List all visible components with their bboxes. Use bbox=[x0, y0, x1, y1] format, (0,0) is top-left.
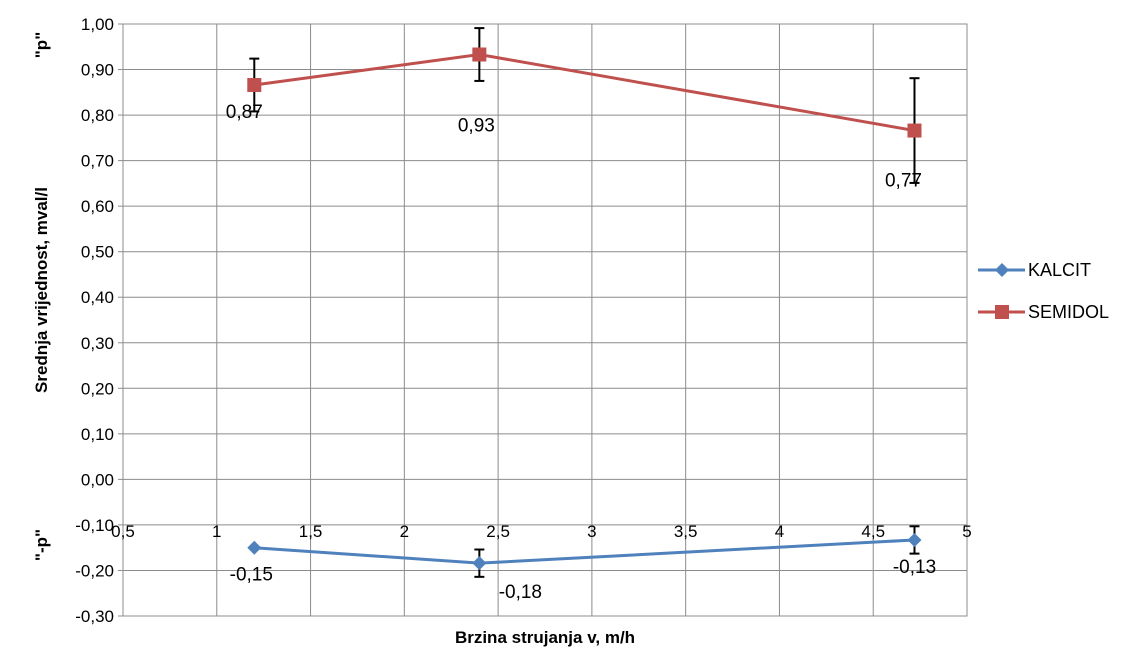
x-tick-labels: 0,5 1 1,5 2 2,5 3 3,5 4 4,5 5 bbox=[111, 522, 972, 541]
x-axis-title: Brzina strujanja v, m/h bbox=[455, 628, 635, 647]
plot-border bbox=[122, 23, 968, 617]
x-tick-label: 1 bbox=[212, 522, 221, 541]
series-layer: -0,15 -0,18 -0,13 0,87 0,93 0,77 bbox=[226, 27, 936, 603]
y-axis-title-top: "p" bbox=[32, 32, 51, 59]
legend-label: KALCIT bbox=[1028, 260, 1091, 280]
y-tick-label: 1,00 bbox=[81, 15, 114, 34]
x-tick-label: 0,5 bbox=[111, 522, 135, 541]
y-tick-label: 0,90 bbox=[81, 61, 114, 80]
y-tick-label: 0,50 bbox=[81, 243, 114, 262]
series-line bbox=[254, 538, 915, 565]
x-tick-label: 1,5 bbox=[299, 522, 323, 541]
x-tick-label: 3 bbox=[587, 522, 596, 541]
series-line bbox=[254, 52, 915, 133]
data-label: -0,15 bbox=[230, 565, 273, 586]
y-tick-label: -0,20 bbox=[75, 561, 114, 580]
data-point bbox=[472, 47, 487, 62]
y-tick-label: 0,70 bbox=[81, 152, 114, 171]
y-tick-label: 0,60 bbox=[81, 197, 114, 216]
y-tick-label: 0,40 bbox=[81, 288, 114, 307]
y-tick-label: 0,80 bbox=[81, 106, 114, 125]
y-tick-labels: 1,00 0,90 0,80 0,70 0,60 0,50 0,40 0,30 0,20 0,10… bbox=[75, 15, 114, 626]
y-axis-title-bottom: "-p" bbox=[32, 529, 51, 561]
x-tick-label: 3,5 bbox=[674, 522, 698, 541]
data-label: -0,13 bbox=[893, 557, 936, 578]
data-point bbox=[247, 540, 262, 555]
data-label: 0,93 bbox=[458, 116, 495, 137]
y-tick-label: -0,30 bbox=[75, 607, 114, 626]
x-tick-label: 2 bbox=[400, 522, 409, 541]
legend-marker bbox=[995, 305, 1009, 319]
y-tick-label: 0,10 bbox=[81, 425, 114, 444]
data-point bbox=[907, 532, 922, 547]
data-point bbox=[247, 78, 262, 93]
legend-label: SEMIDOL bbox=[1028, 302, 1109, 322]
data-label: 0,77 bbox=[885, 171, 922, 192]
y-tick-label: 0,00 bbox=[81, 470, 114, 489]
grid bbox=[118, 23, 968, 617]
x-tick-label: 4 bbox=[775, 522, 784, 541]
y-tick-label: -0,10 bbox=[75, 516, 114, 535]
legend: KALCIT SEMIDOL bbox=[978, 260, 1109, 322]
y-axis-title: Srednja vrijednost, mval/l bbox=[32, 187, 51, 393]
x-tick-label: 5 bbox=[962, 522, 971, 541]
y-tick-label: 0,30 bbox=[81, 334, 114, 353]
x-tick-label: 4,5 bbox=[861, 522, 885, 541]
data-point bbox=[472, 556, 487, 571]
data-label: 0,87 bbox=[226, 102, 263, 123]
data-point bbox=[907, 123, 922, 138]
legend-marker bbox=[995, 263, 1009, 277]
x-tick-label: 2,5 bbox=[486, 522, 510, 541]
data-label: -0,18 bbox=[499, 582, 542, 603]
y-tick-label: 0,20 bbox=[81, 379, 114, 398]
